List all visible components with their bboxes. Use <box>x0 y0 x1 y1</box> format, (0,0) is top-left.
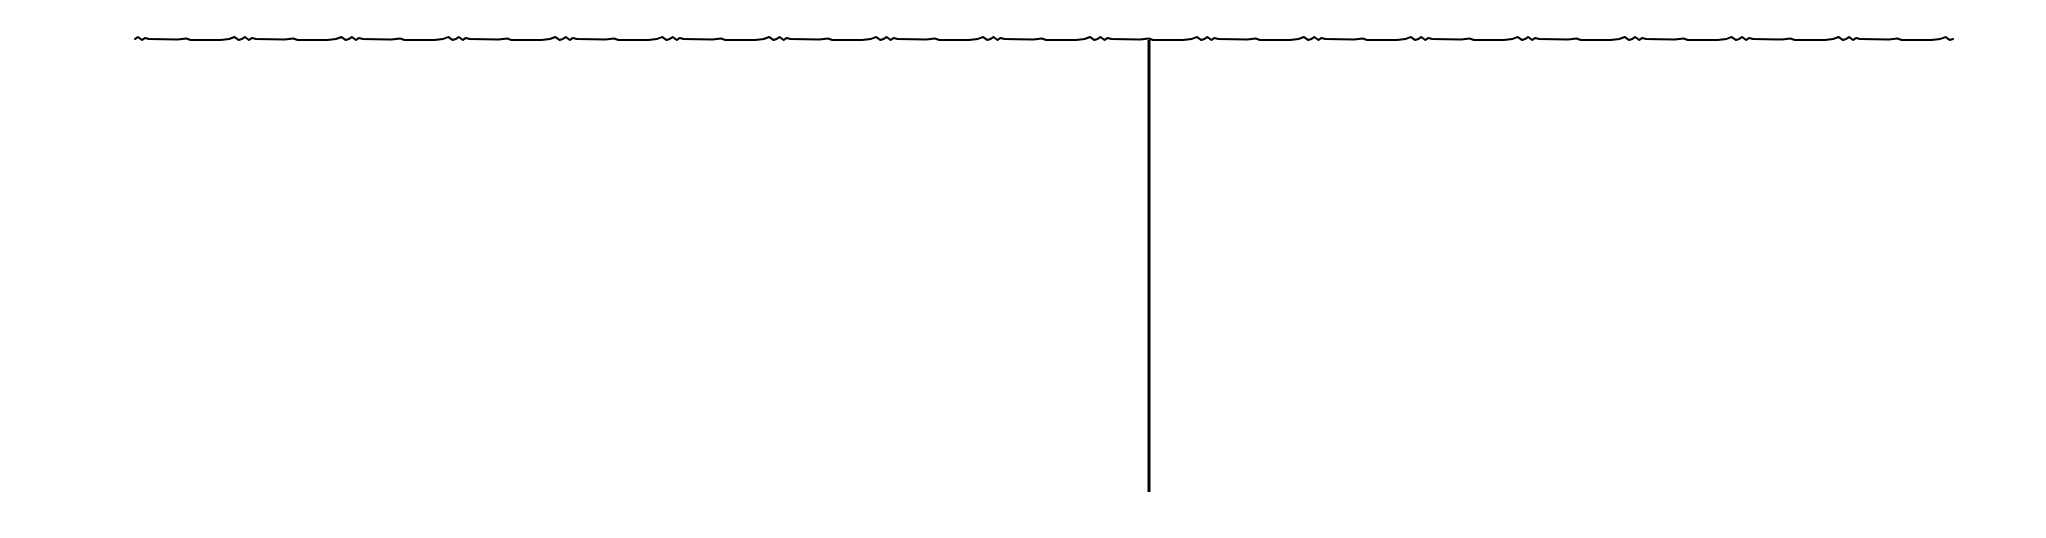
horizontal-wavy-line <box>134 36 1954 41</box>
